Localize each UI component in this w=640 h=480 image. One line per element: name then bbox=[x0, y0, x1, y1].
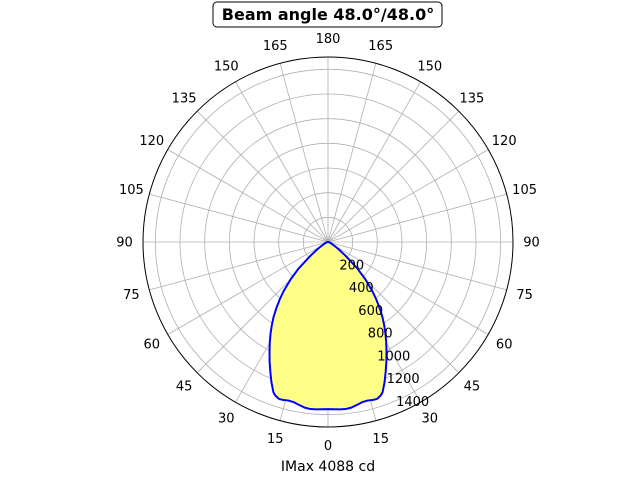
tick-labels: 0 15 30 45 60 75 90 105 120 135 150 165 180 165 150 135… bbox=[116, 32, 540, 454]
angle-tick-label: 75 bbox=[516, 288, 533, 303]
angle-tick-label: 120 bbox=[139, 134, 164, 149]
angular-gridline bbox=[327, 241, 507, 291]
angular-gridline bbox=[327, 193, 507, 243]
angle-tick-label: 165 bbox=[368, 39, 393, 54]
chart-title: Beam angle 48.0°/48.0° bbox=[222, 5, 434, 24]
polar-frame bbox=[142, 56, 514, 428]
x-axis-label: IMax 4088 cd bbox=[281, 459, 375, 475]
angular-gridline bbox=[149, 193, 329, 243]
angular-gridline bbox=[167, 149, 329, 243]
polar-outline bbox=[142, 56, 514, 428]
angle-tick-label: 150 bbox=[214, 59, 239, 74]
angular-gridline bbox=[196, 110, 329, 243]
angle-tick-label: 45 bbox=[176, 379, 193, 394]
angular-gridline bbox=[327, 63, 377, 243]
angle-tick-label: 105 bbox=[512, 183, 537, 198]
angle-tick-label: 0 bbox=[324, 439, 332, 454]
angle-tick-label: 45 bbox=[464, 379, 481, 394]
title-frame bbox=[212, 1, 443, 28]
angular-gridline bbox=[327, 110, 460, 243]
angle-tick-label: 105 bbox=[119, 183, 144, 198]
angle-tick-label: 180 bbox=[316, 32, 341, 47]
radial-tick-label: 1000 bbox=[377, 349, 410, 364]
angular-gridline bbox=[235, 81, 329, 243]
angular-gridline bbox=[327, 241, 489, 335]
angle-tick-label: 135 bbox=[172, 92, 197, 107]
angle-tick-label: 135 bbox=[459, 92, 484, 107]
radial-tick-label: 1200 bbox=[387, 372, 420, 387]
radial-tick-label: 600 bbox=[358, 304, 383, 319]
radial-tick-label: 800 bbox=[368, 327, 393, 342]
angular-gridline bbox=[149, 241, 329, 291]
angle-tick-label: 150 bbox=[417, 59, 442, 74]
radial-tick-label: 1400 bbox=[396, 395, 429, 410]
angle-tick-label: 60 bbox=[496, 337, 513, 352]
angle-tick-label: 90 bbox=[523, 236, 540, 251]
angle-tick-label: 90 bbox=[116, 236, 133, 251]
angle-tick-label: 15 bbox=[267, 432, 284, 447]
angle-tick-label: 30 bbox=[218, 412, 235, 427]
angular-gridline bbox=[327, 149, 489, 243]
angle-tick-label: 75 bbox=[123, 288, 140, 303]
angle-tick-label: 120 bbox=[492, 134, 517, 149]
angle-tick-label: 165 bbox=[263, 39, 288, 54]
chart-title-box: Beam angle 48.0°/48.0° bbox=[212, 1, 443, 28]
angular-gridline bbox=[327, 81, 421, 243]
radial-tick-label: 200 bbox=[339, 258, 364, 273]
angular-gridline bbox=[279, 63, 329, 243]
angular-gridline bbox=[167, 241, 329, 335]
plot-area bbox=[268, 241, 388, 411]
angle-tick-label: 15 bbox=[372, 432, 389, 447]
angle-tick-label: 60 bbox=[144, 337, 161, 352]
angle-tick-label: 30 bbox=[422, 412, 439, 427]
series-line bbox=[268, 241, 388, 411]
series-fill bbox=[269, 242, 387, 410]
radial-tick-label: 400 bbox=[349, 281, 374, 296]
